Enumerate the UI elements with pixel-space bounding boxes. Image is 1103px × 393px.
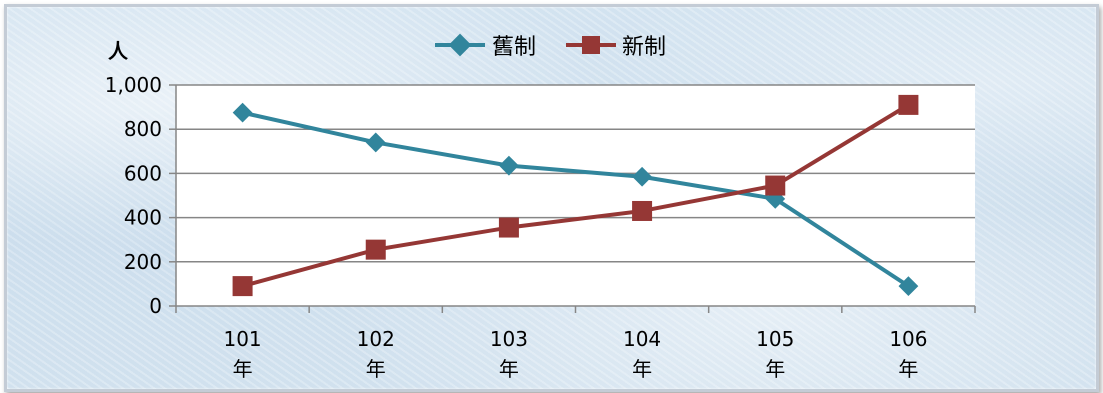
data-point-new-system	[898, 94, 919, 115]
legend: 舊制 新制	[435, 33, 666, 60]
y-tick-labels: 0 200 400 600 800 1,000	[105, 73, 162, 318]
y-tick-label: 400	[124, 206, 162, 230]
data-point-new-system	[765, 175, 786, 196]
data-point-old-system	[232, 102, 253, 123]
data-point-new-system	[232, 276, 253, 297]
series-layer	[232, 94, 919, 297]
data-point-old-system	[365, 132, 386, 153]
square-marker-icon	[582, 36, 600, 54]
x-tick-label: 104 年	[623, 327, 661, 381]
axes	[169, 84, 976, 313]
y-tick-label: 1,000	[105, 73, 162, 97]
x-tick-label: 101 年	[223, 327, 261, 381]
data-point-new-system	[632, 200, 653, 221]
data-point-old-system	[499, 155, 519, 176]
data-point-new-system	[498, 217, 519, 238]
y-tick-label: 600	[124, 161, 162, 185]
y-axis-unit-label: 人	[108, 39, 129, 63]
x-tick-label: 106 年	[889, 327, 927, 381]
x-tick-label: 102 年	[357, 327, 395, 381]
legend-item-new-system: 新制	[566, 35, 666, 60]
legend-label-new-system: 新制	[622, 35, 666, 60]
y-tick-label: 200	[124, 250, 162, 274]
data-point-old-system	[898, 276, 919, 297]
data-point-new-system	[365, 239, 386, 260]
y-tick-label: 800	[124, 117, 162, 141]
series-line-old-system	[242, 110, 910, 288]
x-tick-labels: 101 年 102 年 103 年 104 年 105 年 106 年	[223, 327, 927, 381]
x-tick-label: 103 年	[490, 327, 528, 381]
y-tick-label: 0	[149, 294, 162, 318]
legend-label-old-system: 舊制	[492, 35, 536, 60]
x-tick-label: 105 年	[756, 327, 794, 381]
series-line-new-system	[242, 103, 910, 289]
diamond-marker-icon	[448, 33, 472, 57]
legend-item-old-system: 舊制	[435, 33, 536, 60]
